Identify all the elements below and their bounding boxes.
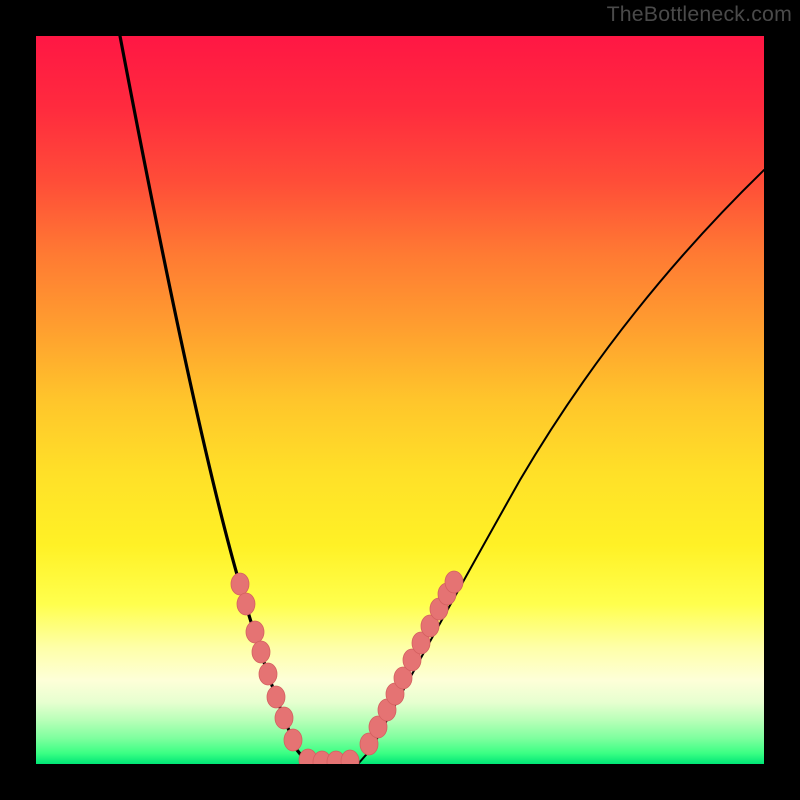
marker-dot — [246, 621, 264, 643]
plot-area — [36, 36, 764, 764]
watermark-text: TheBottleneck.com — [607, 2, 792, 27]
chart-svg — [0, 0, 800, 800]
marker-dot — [237, 593, 255, 615]
marker-dot — [284, 729, 302, 751]
marker-dot — [275, 707, 293, 729]
chart-container: TheBottleneck.com — [0, 0, 800, 800]
marker-dot — [267, 686, 285, 708]
marker-dot — [252, 641, 270, 663]
marker-dot — [445, 571, 463, 593]
marker-dot — [259, 663, 277, 685]
marker-dot — [231, 573, 249, 595]
